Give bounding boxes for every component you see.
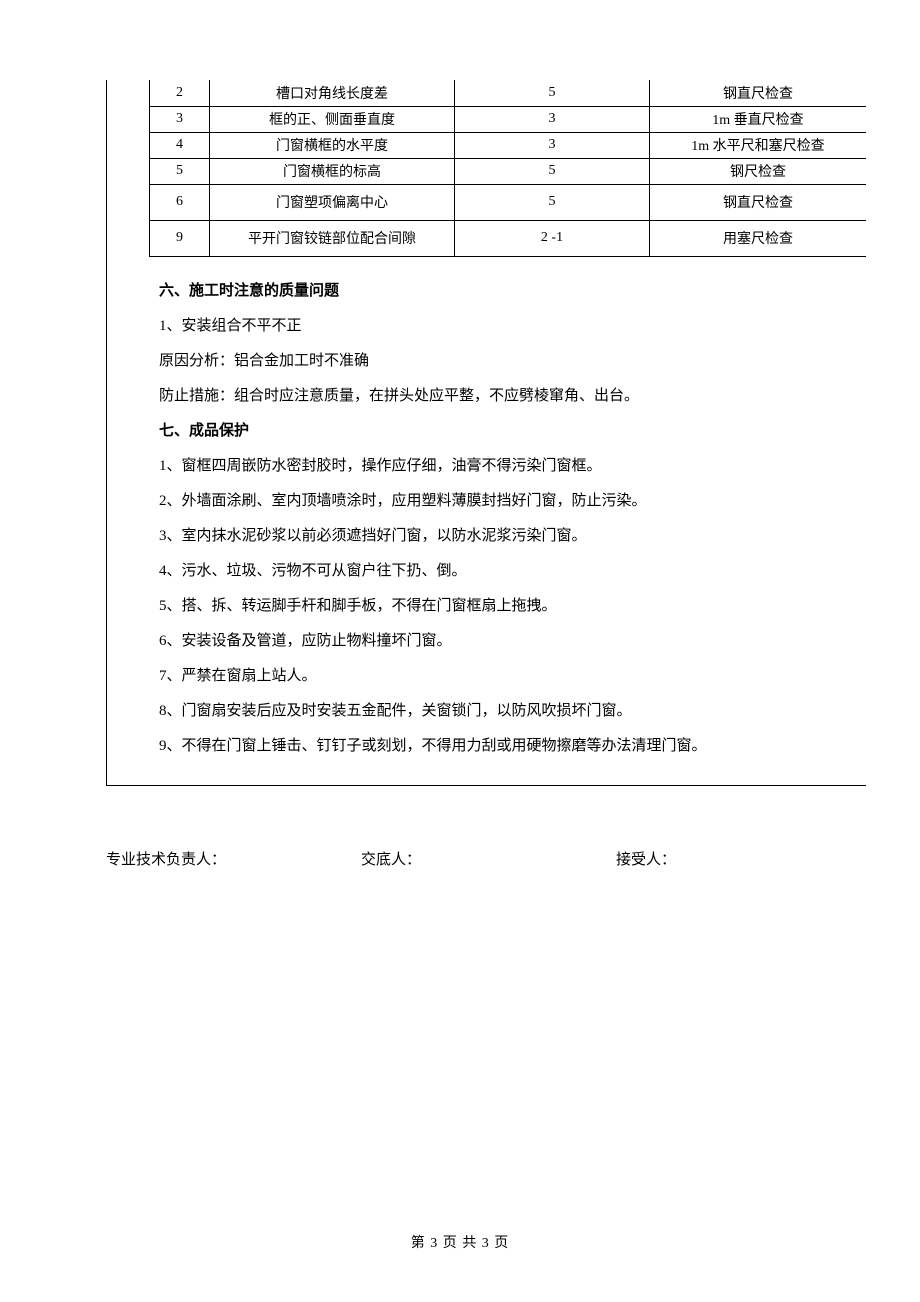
cell-value: 5	[455, 80, 650, 106]
cell-item: 门窗塑项偏离中心	[210, 184, 455, 220]
cell-method: 钢尺检查	[650, 158, 867, 184]
section-7-line: 9、不得在门窗上锤击、钉钉子或刻划，不得用力刮或用硬物擦磨等办法清理门窗。	[159, 730, 856, 763]
cell-method: 用塞尺检查	[650, 220, 867, 256]
cell-num: 3	[150, 106, 210, 132]
document-frame: 2槽口对角线长度差5钢直尺检查3框的正、侧面垂直度31m 垂直尺检查4门窗横框的…	[106, 80, 866, 786]
content-column: 2槽口对角线长度差5钢直尺检查3框的正、侧面垂直度31m 垂直尺检查4门窗横框的…	[149, 80, 866, 785]
signature-receiver: 接受人：	[616, 848, 866, 869]
cell-item: 框的正、侧面垂直度	[210, 106, 455, 132]
cell-item: 平开门窗铰链部位配合间隙	[210, 220, 455, 256]
section-6-line: 原因分析：铝合金加工时不准确	[159, 345, 856, 378]
section-7-line: 8、门窗扇安装后应及时安装五金配件，关窗锁门，以防风吹损坏门窗。	[159, 695, 856, 728]
section-7-line: 4、污水、垃圾、污物不可从窗户往下扔、倒。	[159, 555, 856, 588]
table-row: 9平开门窗铰链部位配合间隙2 -1用塞尺检查	[150, 220, 867, 256]
cell-num: 9	[150, 220, 210, 256]
table-row: 3框的正、侧面垂直度31m 垂直尺检查	[150, 106, 867, 132]
table-row: 4门窗横框的水平度31m 水平尺和塞尺检查	[150, 132, 867, 158]
cell-method: 1m 垂直尺检查	[650, 106, 867, 132]
page-footer: 第 3 页 共 3 页	[0, 1232, 920, 1252]
section-7-title: 七、成品保护	[159, 415, 856, 448]
cell-num: 4	[150, 132, 210, 158]
tolerance-table: 2槽口对角线长度差5钢直尺检查3框的正、侧面垂直度31m 垂直尺检查4门窗横框的…	[149, 80, 866, 257]
cell-item: 门窗横框的水平度	[210, 132, 455, 158]
cell-value: 3	[455, 106, 650, 132]
section-7-line: 3、室内抹水泥砂浆以前必须遮挡好门窗，以防水泥浆污染门窗。	[159, 520, 856, 553]
cell-method: 钢直尺检查	[650, 184, 867, 220]
cell-num: 2	[150, 80, 210, 106]
signature-briefer: 交底人：	[361, 848, 616, 869]
section-7-line: 5、搭、拆、转运脚手杆和脚手板，不得在门窗框扇上拖拽。	[159, 590, 856, 623]
cell-value: 5	[455, 158, 650, 184]
table-row: 2槽口对角线长度差5钢直尺检查	[150, 80, 867, 106]
section-7-line: 7、严禁在窗扇上站人。	[159, 660, 856, 693]
section-7-line: 2、外墙面涂刷、室内顶墙喷涂时，应用塑料薄膜封挡好门窗，防止污染。	[159, 485, 856, 518]
cell-value: 3	[455, 132, 650, 158]
cell-num: 6	[150, 184, 210, 220]
cell-item: 槽口对角线长度差	[210, 80, 455, 106]
cell-method: 1m 水平尺和塞尺检查	[650, 132, 867, 158]
section-7-line: 1、窗框四周嵌防水密封胶时，操作应仔细，油膏不得污染门窗框。	[159, 450, 856, 483]
cell-value: 2 -1	[455, 220, 650, 256]
cell-num: 5	[150, 158, 210, 184]
section-6-line: 防止措施：组合时应注意质量，在拼头处应平整，不应劈棱窜角、出台。	[159, 380, 856, 413]
cell-item: 门窗横框的标高	[210, 158, 455, 184]
cell-value: 5	[455, 184, 650, 220]
section-7-line: 6、安装设备及管道，应防止物料撞坏门窗。	[159, 625, 856, 658]
table-row: 6门窗塑项偏离中心5钢直尺检查	[150, 184, 867, 220]
cell-method: 钢直尺检查	[650, 80, 867, 106]
section-6-line: 1、安装组合不平不正	[159, 310, 856, 343]
signature-row: 专业技术负责人： 交底人： 接受人：	[106, 848, 866, 869]
signature-tech-lead: 专业技术负责人：	[106, 848, 361, 869]
section-6-title: 六、施工时注意的质量问题	[159, 275, 856, 308]
table-row: 5门窗横框的标高5钢尺检查	[150, 158, 867, 184]
text-content: 六、施工时注意的质量问题 1、安装组合不平不正原因分析：铝合金加工时不准确防止措…	[149, 257, 866, 785]
